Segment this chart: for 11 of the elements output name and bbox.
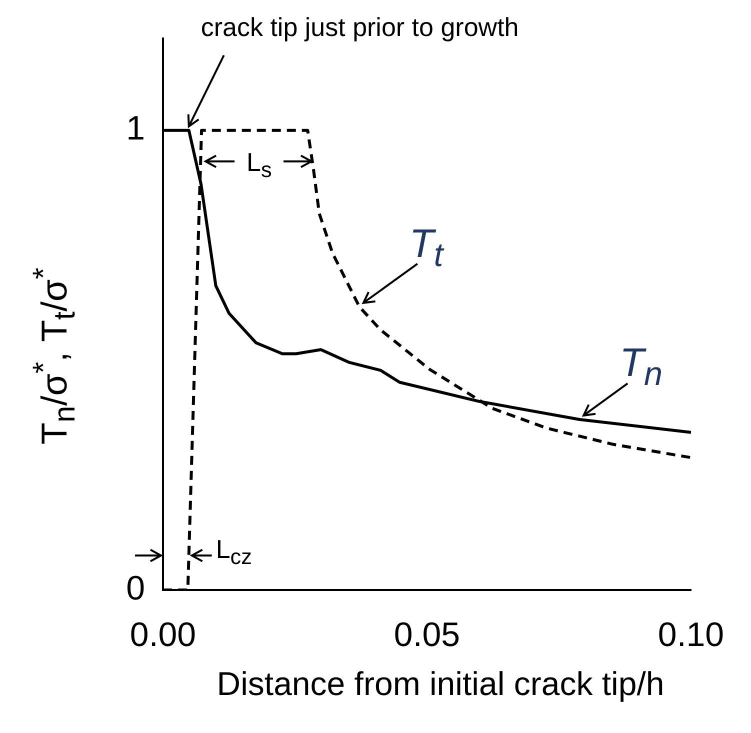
x-axis-title: Distance from initial crack tip/h	[216, 665, 666, 703]
y-tick-label: 1	[126, 110, 145, 148]
annotation: L$_{s}$	[246, 147, 272, 184]
series-label: T$_{n}$	[620, 341, 663, 394]
x-tick-label: 0.05	[394, 616, 460, 654]
annotation: crack tip just prior to growth	[200, 12, 519, 44]
x-tick-label: 0.00	[130, 616, 196, 654]
y-tick-label: 0	[126, 569, 145, 608]
x-tick-label: 0.10	[658, 616, 724, 654]
annotation: L$_{cz}$	[216, 534, 252, 570]
series-label: T$_{t}$	[409, 222, 444, 275]
